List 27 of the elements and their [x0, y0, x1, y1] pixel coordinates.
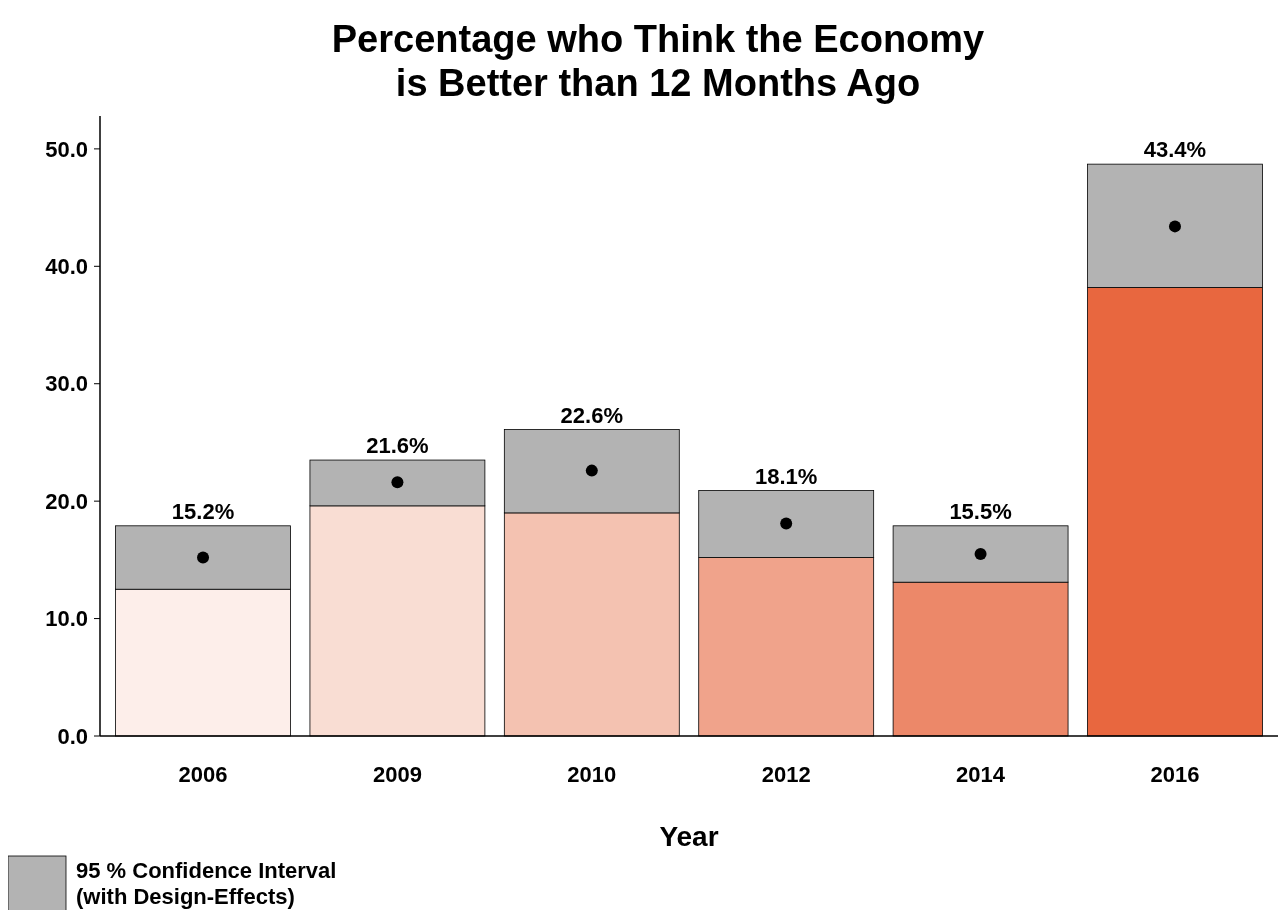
y-tick-label: 0.0: [57, 723, 88, 749]
data-label: 18.1%: [755, 463, 818, 489]
point: [1168, 220, 1181, 233]
x-axis-title: Year: [659, 821, 719, 852]
point: [391, 476, 404, 489]
y-tick-label: 40.0: [45, 254, 88, 279]
point: [780, 517, 793, 530]
x-tick-label: 2010: [567, 762, 617, 787]
data-label: 22.6%: [560, 402, 623, 428]
x-tick-label: 2009: [372, 762, 422, 787]
y-tick-label: 20.0: [45, 488, 88, 514]
data-label: 21.6%: [366, 433, 429, 459]
data-label: 15.5%: [949, 498, 1012, 524]
x-tick-label: 2014: [956, 762, 1006, 787]
y-tick-label: 50.0: [45, 136, 88, 162]
text: 95 % Confidence Interval (with Design-Effects): [76, 858, 337, 909]
data-label: 15.2%: [171, 498, 235, 524]
x-tick-label: 2012: [761, 762, 811, 787]
y-tick-label: 10.0: [45, 606, 88, 632]
chart-title: Percentage who Think the Economy is Better than 12 Months Ago: [331, 18, 985, 104]
x-tick-label: 2006: [178, 762, 228, 787]
point: [974, 547, 987, 560]
point: [585, 464, 598, 477]
point: [197, 551, 210, 564]
y-tick-label: 30.0: [45, 371, 88, 397]
x-tick-label: 2016: [1150, 762, 1200, 787]
data-label: 43.4%: [1143, 137, 1207, 163]
